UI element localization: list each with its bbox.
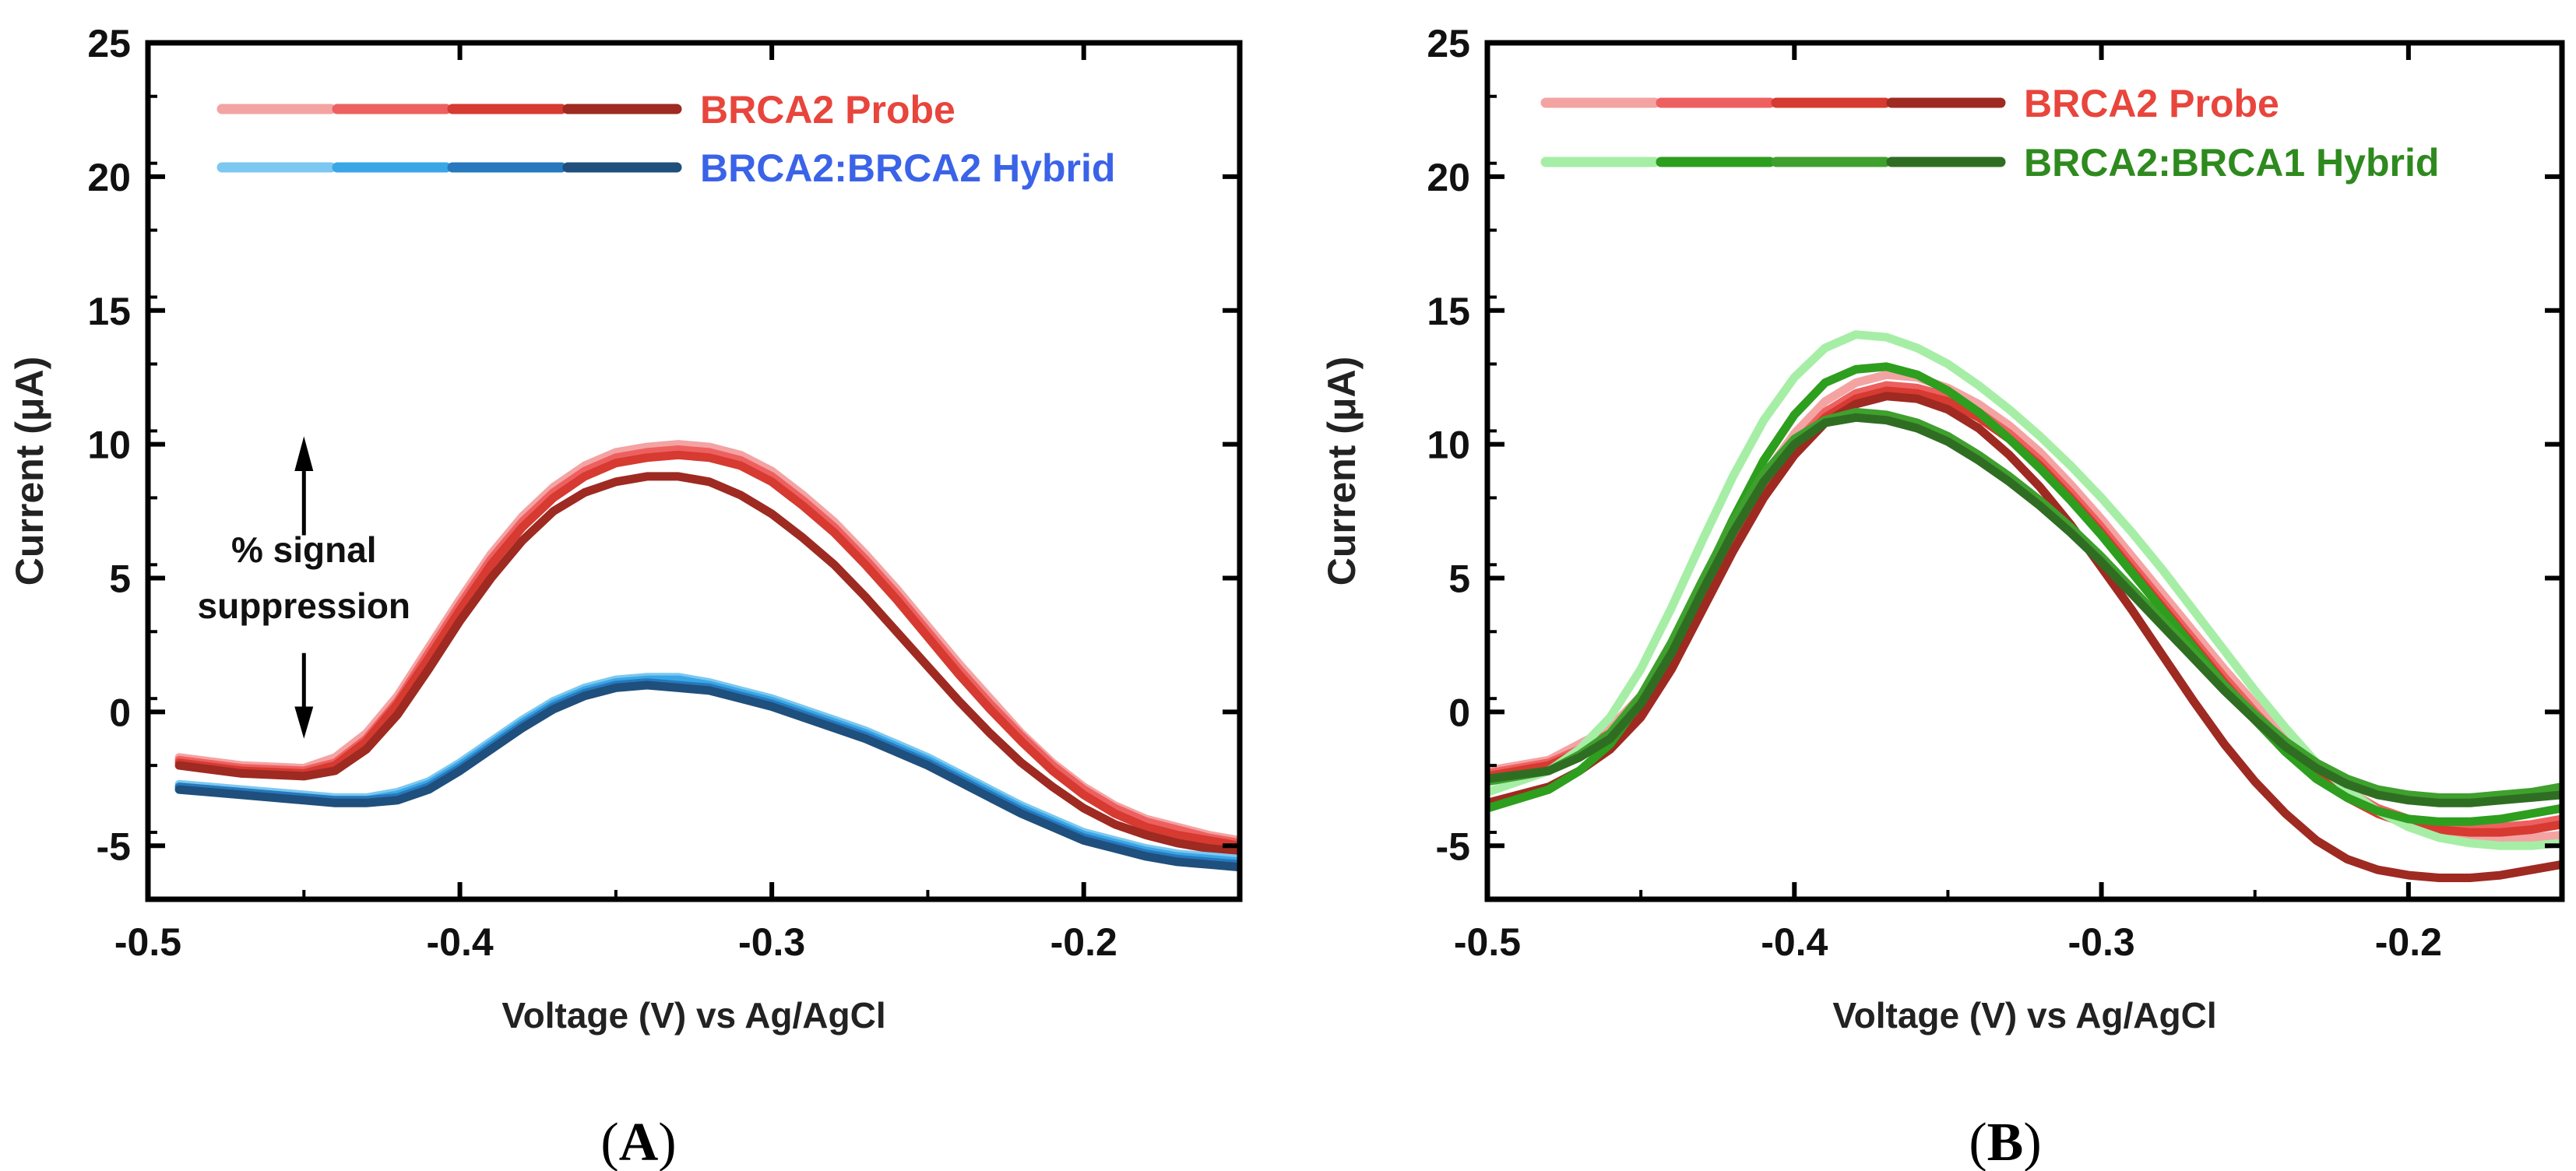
panel-label-open: ( (600, 1113, 618, 1171)
series-line-8 (1487, 413, 2562, 807)
x-tick-label: -0.4 (426, 920, 493, 964)
chart-panel-a: -5 0 5 10 15 20 25 -0.5 -0.4 -0.3 -0.2 Voltage (V) … (8, 22, 1243, 1171)
chart-panel-b: -5 0 5 10 15 20 25 -0.5 -0.4 -0.3 -0.2 Voltage (V) … (1320, 22, 2565, 1171)
x-axis-title: Voltage (V) vs Ag/AgCl (501, 995, 885, 1036)
legend-entry-1: BRCA2 Probe (1540, 82, 2279, 125)
y-tick-label: 20 (1427, 156, 1470, 199)
y-axis-title: Current (μA) (1320, 357, 1364, 586)
panel-label-close: ) (658, 1113, 676, 1171)
series-group (1487, 330, 2562, 882)
series-line-3 (174, 450, 1240, 850)
series-line-4 (1487, 392, 2562, 882)
arrow-up-head-icon (294, 436, 314, 471)
y-tick-label: -5 (97, 825, 131, 868)
y-tick-label: -5 (1436, 825, 1470, 868)
panel-label: (B) (1969, 1113, 2041, 1171)
legend-entry-1: BRCA2 Probe (216, 88, 955, 132)
arrow-down-head-icon (294, 706, 314, 739)
panel-label-close: ) (2023, 1113, 2041, 1171)
series-line-1 (174, 440, 1240, 845)
x-tick-label: -0.5 (114, 920, 181, 964)
y-tick-label: 0 (109, 691, 131, 734)
x-tick-label: -0.5 (1454, 920, 1521, 964)
series-line-2 (174, 445, 1240, 848)
x-tick-label: -0.2 (1050, 920, 1117, 964)
y-tick-label: 25 (87, 22, 131, 65)
y-tick-label: 5 (109, 557, 131, 601)
series-line-5 (1487, 330, 2562, 850)
panel-label: (A) (600, 1113, 676, 1171)
x-tick-label: -0.3 (738, 920, 805, 964)
y-tick-label: 10 (1427, 424, 1470, 467)
panel-label-open: ( (1969, 1113, 1987, 1171)
plot-frame (145, 40, 1243, 902)
series-group (174, 440, 1240, 872)
series-line-8 (174, 680, 1240, 872)
y-axis-title: Current (μA) (8, 357, 51, 586)
legend-label: BRCA2 Probe (2024, 82, 2279, 125)
x-tick-label: -0.2 (2375, 920, 2442, 964)
panel-label-letter: B (1987, 1113, 2024, 1171)
signal-suppression-annotation: % signal suppression (198, 436, 411, 739)
legend-label: BRCA2 Probe (700, 88, 955, 132)
legend-label: BRCA2:BRCA1 Hybrid (2024, 141, 2439, 185)
plot-frame (1484, 40, 2565, 902)
panel-label-letter: A (619, 1113, 659, 1171)
x-tick-label: -0.4 (1761, 920, 1828, 964)
legend-entry-2: BRCA2:BRCA2 Hybrid (216, 146, 1115, 190)
legend-label: BRCA2:BRCA2 Hybrid (700, 146, 1115, 190)
x-axis-title: Voltage (V) vs Ag/AgCl (1832, 995, 2216, 1036)
y-tick-label: 5 (1448, 557, 1470, 601)
y-tick-label: 10 (87, 424, 131, 467)
annotation-line-2: suppression (198, 586, 411, 626)
legend-entry-2: BRCA2:BRCA1 Hybrid (1540, 141, 2439, 185)
series-line-4 (174, 472, 1240, 856)
y-tick-label: 25 (1427, 22, 1470, 65)
y-tick-label: 15 (1427, 290, 1470, 333)
x-tick-label: -0.3 (2067, 920, 2134, 964)
annotation-line-1: % signal (231, 529, 377, 570)
y-tick-label: 0 (1448, 691, 1470, 734)
y-tick-label: 20 (87, 156, 131, 199)
y-tick-label: 15 (87, 290, 131, 333)
